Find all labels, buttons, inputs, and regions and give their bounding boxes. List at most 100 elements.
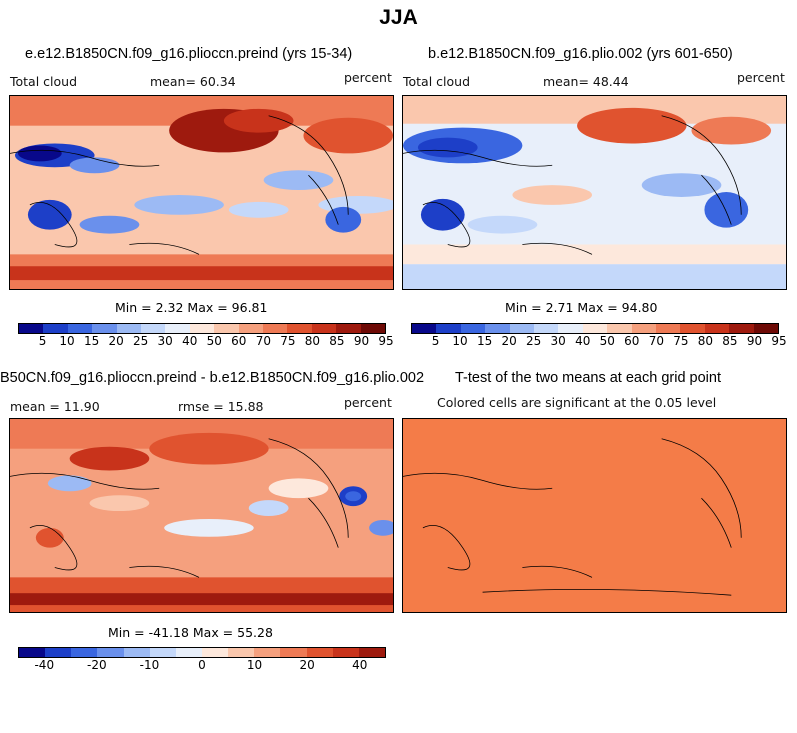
cbar3-swatch-12	[332, 648, 359, 657]
panel1-variable-label: Total cloud	[10, 74, 78, 89]
panel3-difference-field	[10, 419, 393, 612]
cbar3-ticks-label: -10	[139, 658, 160, 672]
cbar2-swatch-0	[412, 324, 437, 333]
cbar1-ticks-label: 25	[133, 334, 149, 348]
cbar3-swatch-11	[306, 648, 333, 657]
panel2-mean: mean= 48.44	[543, 74, 629, 89]
cbar1-swatch-12	[311, 324, 337, 333]
cbar2-ticks-label: 85	[722, 334, 738, 348]
cbar2-swatch-4	[509, 324, 535, 333]
cbar3-swatch-6	[175, 648, 202, 657]
cbar1-ticks-label: 20	[108, 334, 124, 348]
cbar2-ticks-label: 15	[476, 334, 493, 348]
cbar2-ticks-label: 90	[746, 334, 763, 348]
cbar3-swatch-2	[71, 648, 98, 657]
panel3-units: percent	[344, 395, 392, 410]
cbar3-swatch-13	[358, 648, 385, 657]
cbar3-swatch-3	[97, 648, 124, 657]
cbar1-ticks-label: 15	[83, 334, 100, 348]
cbar1-swatch-13	[336, 324, 361, 333]
cbar2-swatch-9	[631, 324, 657, 333]
cbar1-swatch-7	[189, 324, 215, 333]
cbar2-swatch-13	[729, 324, 754, 333]
panel3-rmse: rmse = 15.88	[178, 399, 264, 414]
cbar2-ticks-label: 75	[673, 334, 689, 348]
panel4-subtitle: Colored cells are significant at the 0.0…	[437, 395, 717, 410]
cbar1-swatch-1	[43, 324, 68, 333]
cbar1-swatch-3	[92, 324, 117, 333]
cbar2-ticks-label: 10	[452, 334, 468, 348]
cbar1-swatch-4	[116, 324, 142, 333]
cbar3-ticks-label: 40	[352, 658, 368, 672]
cbar1-ticks-label: 85	[329, 334, 345, 348]
cbar1-ticks-label: 5	[38, 334, 47, 348]
panel1-minmax: Min = 2.32 Max = 96.81	[115, 300, 268, 315]
panel1-units: percent	[344, 70, 392, 85]
cbar1-swatch-0	[19, 324, 44, 333]
cbar1-ticks-label: 70	[255, 334, 271, 348]
cbar2-ticks-label: 5	[431, 334, 440, 348]
cbar2-ticks-label: 60	[624, 334, 640, 348]
cbar1-swatch-6	[165, 324, 190, 333]
cbar1-swatch-10	[263, 324, 288, 333]
cbar3-swatch-0	[19, 648, 46, 657]
cbar2-ticks-label: 95	[771, 334, 787, 348]
panel1-cloud-field	[10, 96, 393, 289]
cbar2-swatch-14	[753, 324, 779, 333]
cbar2-ticks-label: 70	[648, 334, 664, 348]
figure-title: JJA	[379, 6, 418, 29]
panel2-minmax: Min = 2.71 Max = 94.80	[505, 300, 658, 315]
panel1-title: e.e12.B1850CN.f09_g16.pliocc​n.preind (y…	[25, 46, 353, 62]
panel2-colorbar	[411, 323, 779, 334]
panel1-map	[9, 95, 394, 290]
cbar2-swatch-7	[582, 324, 608, 333]
cbar3-swatch-7	[201, 648, 229, 657]
cbar1-ticks-label: 80	[304, 334, 321, 348]
cbar2-swatch-8	[607, 324, 632, 333]
panel4-title: T-test of the two means at each grid poi…	[455, 370, 721, 386]
cbar3-swatch-5	[149, 648, 176, 657]
panel4-significance-field	[403, 419, 786, 612]
cbar1-ticks-label: 30	[157, 334, 173, 348]
cbar3-ticks-label: 0	[198, 658, 206, 672]
cbar1-ticks-label: 90	[353, 334, 370, 348]
cbar2-ticks-label: 80	[697, 334, 714, 348]
cbar3-ticks-label: -20	[87, 658, 107, 672]
cbar1-ticks-label: 95	[378, 334, 394, 348]
cbar2-swatch-11	[680, 324, 705, 333]
cbar1-ticks-label: 10	[59, 334, 75, 348]
cbar2-swatch-1	[436, 324, 461, 333]
cbar1-swatch-14	[360, 324, 386, 333]
cbar2-swatch-2	[460, 324, 486, 333]
cbar3-swatch-10	[280, 648, 307, 657]
panel2-map	[402, 95, 787, 290]
cbar2-swatch-3	[485, 324, 510, 333]
cbar3-ticks-label: 20	[299, 658, 315, 672]
panel4-map	[402, 418, 787, 613]
cbar2-ticks-label: 20	[501, 334, 517, 348]
panel3-title: B50CN.f09_g16.pliocc​n.preind - b.e12.B1…	[0, 370, 425, 386]
panel3-map	[9, 418, 394, 613]
cbar3-ticks-label: 10	[246, 658, 263, 672]
panel3-colorbar	[18, 647, 386, 658]
panel2-title: b.e12.B1850CN.f09_g16.plio.002 (yrs 601-…	[428, 46, 733, 62]
panel3-minmax: Min = -41.18 Max = 55.28	[108, 625, 273, 640]
cbar2-ticks-label: 40	[575, 334, 591, 348]
cbar1-swatch-5	[141, 324, 166, 333]
cbar2-swatch-12	[704, 324, 730, 333]
cbar3-swatch-1	[45, 648, 72, 657]
panel2-variable-label: Total cloud	[403, 74, 471, 89]
cbar2-swatch-5	[534, 324, 559, 333]
cbar2-ticks-label: 25	[526, 334, 542, 348]
cbar1-swatch-2	[67, 324, 93, 333]
cbar1-ticks-label: 75	[280, 334, 296, 348]
panel1-colorbar	[18, 323, 386, 334]
cbar1-swatch-11	[287, 324, 312, 333]
cbar2-ticks-label: 50	[599, 334, 615, 348]
cbar1-ticks-label: 40	[182, 334, 198, 348]
cbar3-swatch-9	[254, 648, 281, 657]
cbar1-ticks-label: 50	[206, 334, 222, 348]
cbar1-swatch-8	[214, 324, 239, 333]
cbar1-ticks-label: 60	[231, 334, 247, 348]
panel2-units: percent	[737, 70, 785, 85]
